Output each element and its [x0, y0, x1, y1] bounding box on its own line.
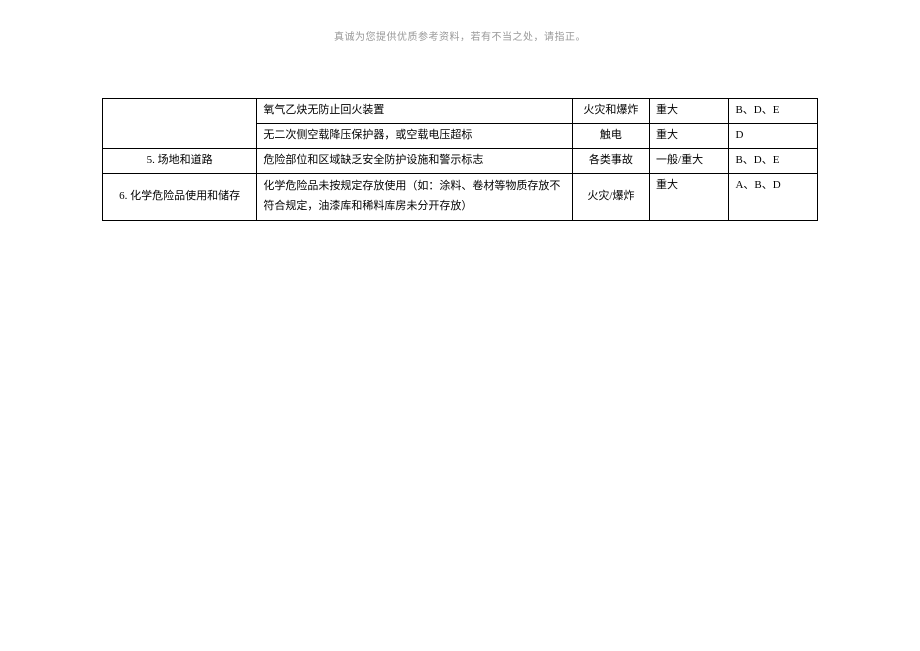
cell-code: A、B、D: [729, 174, 818, 221]
cell-category: 5. 场地和道路: [103, 149, 257, 174]
cell-category: [103, 99, 257, 149]
data-table-wrap: 氧气乙炔无防止回火装置 火灾和爆炸 重大 B、D、E 无二次侧空载降压保护器，或…: [102, 98, 818, 221]
table-row: 氧气乙炔无防止回火装置 火灾和爆炸 重大 B、D、E: [103, 99, 818, 124]
cell-hazard: 火灾和爆炸: [572, 99, 649, 124]
data-table: 氧气乙炔无防止回火装置 火灾和爆炸 重大 B、D、E 无二次侧空载降压保护器，或…: [102, 98, 818, 221]
cell-level: 重大: [650, 174, 729, 221]
cell-level: 重大: [650, 99, 729, 124]
cell-hazard: 火灾/爆炸: [572, 174, 649, 221]
cell-code: D: [729, 124, 818, 149]
cell-hazard: 触电: [572, 124, 649, 149]
cell-desc: 无二次侧空载降压保护器，或空载电压超标: [257, 124, 573, 149]
cell-level: 重大: [650, 124, 729, 149]
cell-desc: 危险部位和区域缺乏安全防护设施和警示标志: [257, 149, 573, 174]
cell-code: B、D、E: [729, 149, 818, 174]
table-row: 5. 场地和道路 危险部位和区域缺乏安全防护设施和警示标志 各类事故 一般/重大…: [103, 149, 818, 174]
table-row: 6. 化学危险品使用和储存 化学危险品未按规定存放使用（如：涂料、卷材等物质存放…: [103, 174, 818, 221]
cell-desc: 化学危险品未按规定存放使用（如：涂料、卷材等物质存放不符合规定，油漆库和稀料库房…: [257, 174, 573, 221]
cell-category: 6. 化学危险品使用和储存: [103, 174, 257, 221]
cell-hazard: 各类事故: [572, 149, 649, 174]
cell-level: 一般/重大: [650, 149, 729, 174]
cell-desc: 氧气乙炔无防止回火装置: [257, 99, 573, 124]
header-note: 真诚为您提供优质参考资料，若有不当之处，请指正。: [0, 28, 920, 43]
cell-code: B、D、E: [729, 99, 818, 124]
